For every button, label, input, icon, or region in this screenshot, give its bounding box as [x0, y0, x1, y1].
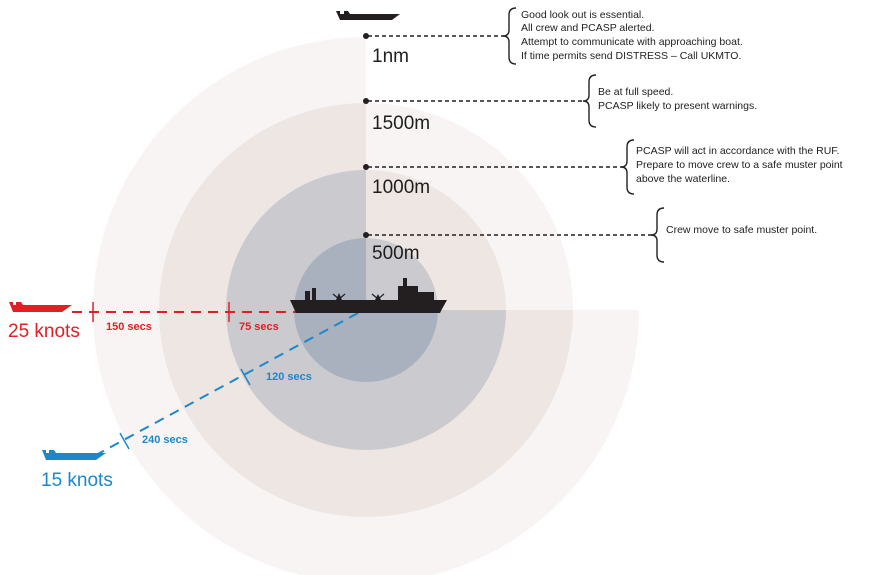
- range-label-1000m: 1000m: [372, 177, 430, 198]
- range-note: Attempt to communicate with approaching …: [521, 36, 743, 48]
- skiff-icon: [9, 302, 72, 312]
- ship-icon: [290, 278, 447, 313]
- time-tick: [240, 368, 251, 386]
- brace-icon: [582, 74, 597, 128]
- range-row-1000m: 1000m PCASP will act in accordance with …: [363, 139, 843, 198]
- range-note: All crew and PCASP alerted.: [521, 22, 654, 34]
- range-label-1500m: 1500m: [372, 113, 430, 134]
- range-dot: [363, 33, 369, 39]
- range-note: PCASP will act in accordance with the RU…: [636, 145, 839, 157]
- range-dot: [363, 164, 369, 170]
- range-note: Good look out is essential.: [521, 9, 644, 21]
- range-note: Be at full speed.: [598, 86, 673, 98]
- range-note: Prepare to move crew to a safe muster po…: [636, 159, 843, 171]
- range-label-500m: 500m: [372, 243, 420, 264]
- range-note: Crew move to safe muster point.: [666, 224, 817, 236]
- range-row-500m: 500m Crew move to safe muster point.: [363, 207, 817, 264]
- range-dot: [363, 232, 369, 238]
- range-dot: [363, 98, 369, 104]
- speed-label-25: 25 knots: [8, 321, 80, 342]
- range-label-1nm: 1nm: [372, 46, 409, 67]
- brace-icon: [620, 139, 635, 195]
- range-note: If time permits send DISTRESS – Call UKM…: [521, 50, 741, 62]
- threat-25-knots: 150 secs 75 secs 25 knots: [8, 302, 300, 342]
- time-mark-75: 75 secs: [239, 321, 279, 333]
- time-mark-240: 240 secs: [142, 434, 188, 446]
- brace-icon: [502, 7, 517, 65]
- time-mark-150: 150 secs: [106, 321, 152, 333]
- range-note: PCASP likely to present warnings.: [598, 100, 757, 112]
- skiff-icon: [336, 11, 400, 20]
- speed-label-15: 15 knots: [41, 470, 113, 491]
- time-tick: [119, 432, 130, 450]
- range-row-1500m: 1500m Be at full speed. PCASP likely to …: [363, 74, 757, 134]
- threat-15-knots: 120 secs 240 secs 15 knots: [41, 312, 359, 491]
- brace-icon: [650, 207, 665, 263]
- time-mark-120: 120 secs: [266, 371, 312, 383]
- skiff-icon: [42, 450, 106, 460]
- range-row-1nm: 1nm Good look out is essential. All crew…: [363, 7, 743, 67]
- range-note: above the waterline.: [636, 173, 730, 185]
